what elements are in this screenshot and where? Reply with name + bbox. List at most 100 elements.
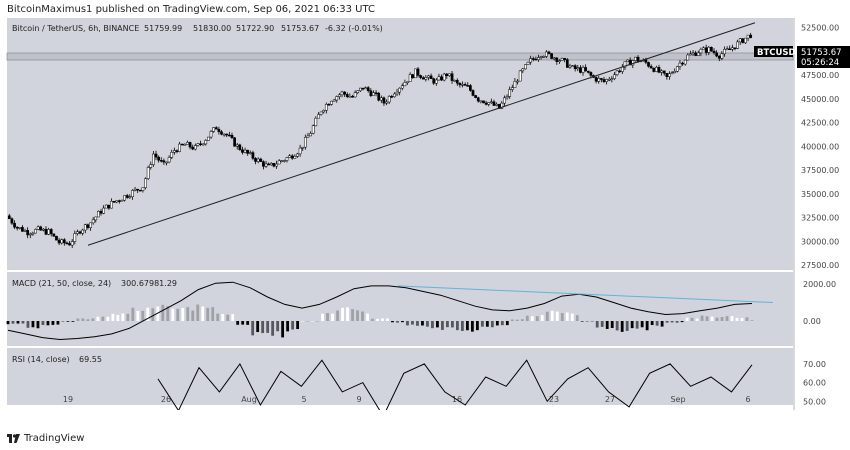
- price-value-label: 51753.67: [801, 48, 842, 58]
- candle-body: [408, 74, 412, 83]
- macd-histogram-bar: [735, 317, 739, 321]
- close-value: 51753.67: [281, 24, 319, 33]
- candle-body: [173, 150, 176, 153]
- macd-axis: 2000.00 0.00: [803, 280, 836, 326]
- candle-body: [560, 58, 564, 61]
- low-value: 51722.90: [236, 24, 274, 33]
- macd-histogram-bar: [291, 321, 295, 330]
- macd-histogram: [6, 304, 754, 338]
- candle-body: [379, 97, 383, 101]
- price-tick-label: 35000.00: [801, 190, 839, 199]
- candle-body: [597, 78, 601, 82]
- candle-body: [594, 77, 598, 82]
- macd-divergence-line[interactable]: [397, 285, 774, 304]
- macd-panel[interactable]: [7, 272, 793, 346]
- price-axis: 52500.0050000.0047500.0045000.0042500.00…: [801, 24, 839, 271]
- candle-body: [644, 59, 648, 63]
- tradingview-icon: [7, 434, 20, 443]
- macd-histogram-bar: [226, 314, 230, 321]
- macd-line[interactable]: [7, 281, 753, 341]
- macd-histogram-bar: [401, 321, 404, 323]
- candle-body: [463, 84, 467, 86]
- candle-body: [324, 104, 328, 111]
- candle-body: [345, 94, 349, 97]
- candle-body: [68, 243, 71, 246]
- macd-histogram-bar: [730, 316, 734, 321]
- macd-histogram-bar: [565, 312, 569, 321]
- macd-histogram-bar: [301, 321, 305, 322]
- macd-histogram-bar: [570, 313, 574, 321]
- macd-histogram-bar: [530, 316, 534, 321]
- candle-body: [356, 90, 360, 93]
- candle-body: [251, 152, 255, 159]
- time-tick-label: 26: [161, 395, 171, 404]
- ascending-trendline[interactable]: [87, 22, 756, 246]
- candle-body: [704, 47, 708, 53]
- candle-body: [547, 51, 551, 54]
- candle-body: [455, 79, 459, 84]
- candle-body: [707, 46, 711, 53]
- candle-body: [180, 143, 184, 146]
- macd-histogram-bar: [326, 313, 329, 321]
- candle-body: [327, 104, 331, 106]
- price-tick-label: 47500.00: [801, 71, 839, 80]
- macd-histogram-bar: [421, 321, 424, 326]
- candle-body: [269, 163, 273, 166]
- candle-body: [461, 84, 464, 86]
- rsi-axis: 70.00 60.00 50.00: [803, 360, 826, 406]
- macd-histogram-bar: [560, 313, 564, 321]
- candle-body: [683, 59, 687, 65]
- rsi-panel[interactable]: [7, 348, 793, 405]
- candle-body: [319, 111, 323, 115]
- price-candles: [7, 32, 753, 248]
- candle-body: [675, 66, 679, 72]
- candle-body: [136, 188, 140, 191]
- macd-histogram-bar: [710, 316, 714, 321]
- candle-body: [94, 216, 98, 221]
- macd-histogram-bar: [121, 313, 125, 321]
- candle-body: [34, 229, 37, 234]
- candle-body: [584, 67, 587, 72]
- candle-body: [246, 149, 250, 154]
- candle-body: [217, 128, 221, 132]
- candle-body: [359, 87, 362, 91]
- resistance-zone[interactable]: [6, 52, 794, 61]
- candle-body: [256, 158, 260, 162]
- candle-body: [28, 233, 32, 236]
- candle-body: [125, 195, 129, 198]
- macd-histogram-bar: [361, 311, 364, 321]
- candle-body: [201, 143, 205, 146]
- tradingview-logo[interactable]: TradingView: [7, 433, 84, 444]
- macd-histogram-bar: [211, 307, 215, 321]
- candle-body: [565, 59, 569, 68]
- time-tick-label: 9: [356, 395, 361, 404]
- rsi-line[interactable]: [157, 359, 753, 410]
- candle-body: [152, 153, 155, 165]
- candle-body: [445, 73, 449, 77]
- candle-body: [52, 233, 56, 237]
- candle-body: [715, 52, 718, 57]
- macd-histogram-bar: [660, 321, 664, 327]
- macd-histogram-bar: [411, 321, 414, 325]
- macd-histogram-bar: [485, 321, 489, 327]
- candle-body: [7, 215, 11, 219]
- macd-histogram-bar: [276, 321, 280, 332]
- candle-body: [366, 87, 370, 92]
- price-tick-label: 52500.00: [801, 24, 839, 33]
- tradingview-brand: TradingView: [24, 433, 85, 444]
- candle-body: [513, 81, 517, 88]
- price-tick-label: 32500.00: [801, 214, 839, 223]
- candle-body: [610, 78, 614, 80]
- macd-histogram-bar: [256, 321, 260, 333]
- macd-histogram-bar: [580, 321, 584, 322]
- symbol-name: Bitcoin / TetherUS, 6h, BINANCE: [12, 24, 139, 33]
- chart-area[interactable]: 52500.0050000.0047500.0045000.0042500.00…: [0, 18, 850, 410]
- candle-body: [589, 72, 593, 76]
- change-value: -6.32 (-0.01%): [325, 24, 383, 33]
- candle-body: [696, 52, 700, 56]
- macd-histogram-bar: [281, 321, 285, 338]
- candle-body: [81, 229, 85, 234]
- candle-body: [385, 101, 388, 104]
- candle-body: [225, 133, 229, 136]
- macd-histogram-bar: [750, 320, 754, 321]
